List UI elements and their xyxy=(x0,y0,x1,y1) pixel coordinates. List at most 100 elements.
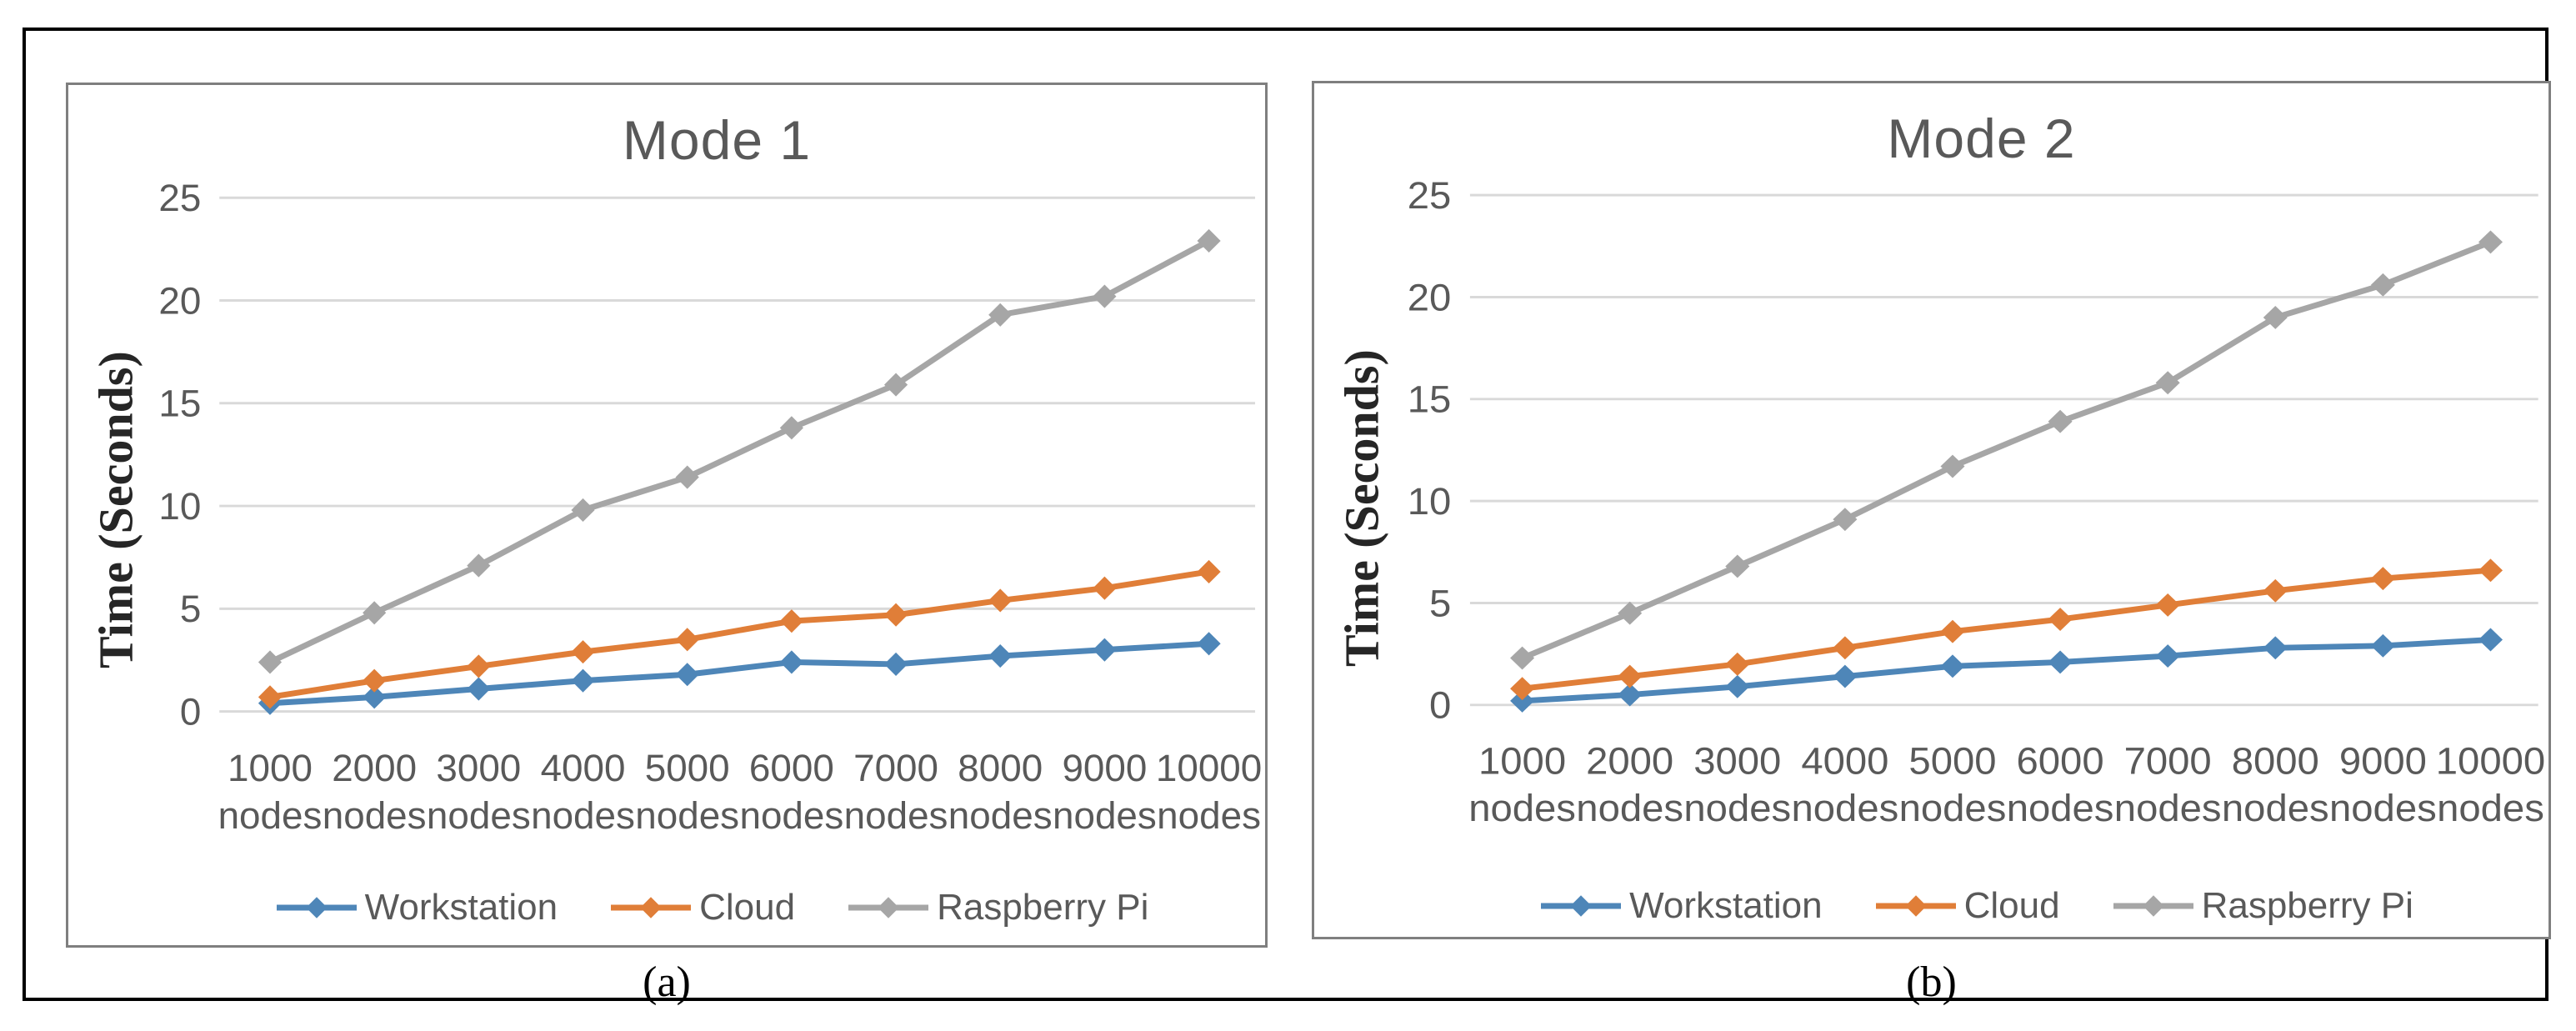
legend-item-cloud: Cloud xyxy=(1875,885,2060,927)
data-point-marker xyxy=(1833,508,1858,532)
data-point-marker xyxy=(2478,558,2503,583)
data-point-marker xyxy=(2370,567,2395,591)
data-point-marker xyxy=(1618,664,1643,688)
legend-item-cloud: Cloud xyxy=(611,887,795,928)
x-tick-label: 10000 xyxy=(1156,747,1262,789)
data-point-marker xyxy=(2048,409,2073,433)
series-line-workstation xyxy=(1522,637,2491,704)
chart-title: Mode 1 xyxy=(622,109,812,171)
data-point-marker xyxy=(2155,644,2180,668)
x-tick-label: nodes xyxy=(218,794,323,837)
x-tick-label: 8000 xyxy=(2232,740,2319,783)
x-tick-label: 3000 xyxy=(436,747,521,789)
legend-label: Raspberry Pi xyxy=(937,887,1149,928)
legend-item-workstation: Workstation xyxy=(1541,885,1823,927)
data-point-marker xyxy=(363,668,387,693)
x-tick-label: 4000 xyxy=(541,747,626,789)
data-point-marker xyxy=(2263,578,2288,603)
legend-marker-workstation-icon xyxy=(276,897,357,918)
legend-item-raspberry-pi: Raspberry Pi xyxy=(2113,885,2413,927)
legend-marker-raspberry-pi-icon xyxy=(848,897,929,918)
legend-label: Cloud xyxy=(699,887,796,928)
legend-marker-workstation-icon xyxy=(1541,895,1622,917)
data-point-marker xyxy=(1940,619,1965,643)
x-tick-label: nodes xyxy=(427,794,531,837)
data-point-marker xyxy=(1618,601,1643,625)
legend-marker-cloud-icon xyxy=(1875,895,1956,917)
legend: Workstation Cloud Raspberry Pi xyxy=(1406,885,2548,927)
plot-area-mode-1: 05101520251000nodes2000nodes3000nodes400… xyxy=(158,177,1262,837)
x-tick-label: nodes xyxy=(2114,787,2222,829)
data-point-marker xyxy=(1510,646,1535,670)
y-tick-label: 10 xyxy=(1408,480,1452,523)
data-point-marker xyxy=(467,677,491,701)
x-tick-label: nodes xyxy=(1053,794,1157,837)
x-tick-label: nodes xyxy=(323,794,427,837)
y-tick-label: 5 xyxy=(1429,582,1451,624)
data-point-marker xyxy=(2370,273,2395,297)
x-tick-label: 8000 xyxy=(958,747,1043,789)
x-tick-label: nodes xyxy=(1792,787,1899,829)
legend-label: Cloud xyxy=(1963,885,2060,926)
x-tick-label: 2000 xyxy=(1586,740,1673,783)
data-point-marker xyxy=(1093,284,1117,308)
y-tick-label: 20 xyxy=(158,279,201,322)
data-point-marker xyxy=(1725,652,1750,676)
data-point-marker xyxy=(988,303,1013,327)
data-point-marker xyxy=(571,668,595,693)
x-tick-label: 1000 xyxy=(228,747,313,789)
x-tick-label: 10000 xyxy=(2436,740,2545,783)
figure-outer-frame: 0 5 10 15 20 25 1000 nodes 2000 nodes 3000 nodes 400… xyxy=(23,28,2551,1006)
data-point-marker xyxy=(1197,632,1221,656)
data-point-marker xyxy=(883,373,908,397)
legend-item-raspberry-pi: Raspberry Pi xyxy=(848,887,1148,928)
legend-label: Workstation xyxy=(364,887,558,928)
legend-marker-cloud-icon xyxy=(611,897,692,918)
plot-area-mode-2: 05101520251000nodes2000nodes3000nodes400… xyxy=(1408,174,2545,829)
data-point-marker xyxy=(883,603,908,627)
data-point-marker xyxy=(779,416,803,440)
x-tick-label: nodes xyxy=(948,794,1053,837)
subfigure-caption-b: (b) xyxy=(1906,958,1957,1006)
data-point-marker xyxy=(1940,454,1965,478)
x-tick-label: 9000 xyxy=(1062,747,1147,789)
x-tick-label: 6000 xyxy=(749,747,834,789)
x-tick-label: 7000 xyxy=(853,747,938,789)
data-point-marker xyxy=(1725,674,1750,698)
series-line-workstation xyxy=(269,640,1209,707)
data-point-marker xyxy=(1940,654,1965,678)
y-tick-label: 20 xyxy=(1408,276,1452,318)
chart-panel-mode-2: 0 5 10 15 20 25 1000 nodes 2000 nodes 3000 nodes 400… xyxy=(1312,81,2551,939)
series-line-raspberry-pi xyxy=(1521,239,2492,661)
x-tick-label: 5000 xyxy=(1908,740,1996,783)
data-point-marker xyxy=(1833,636,1858,660)
data-point-marker xyxy=(2155,593,2180,617)
x-tick-label: 1000 xyxy=(1478,740,1566,783)
legend-label: Workstation xyxy=(1629,885,1823,926)
data-point-marker xyxy=(2263,636,2288,660)
data-point-marker xyxy=(883,652,908,676)
x-tick-label: nodes xyxy=(739,794,843,837)
y-tick-label: 10 xyxy=(158,485,201,528)
x-tick-label: nodes xyxy=(531,794,635,837)
x-tick-label: nodes xyxy=(1576,787,1683,829)
data-point-marker xyxy=(571,498,595,523)
data-point-marker xyxy=(467,553,491,578)
x-tick-label: nodes xyxy=(1899,787,2007,829)
data-point-marker xyxy=(363,601,387,625)
data-point-marker xyxy=(988,588,1013,613)
data-point-marker xyxy=(1510,677,1535,701)
data-point-marker xyxy=(2478,628,2503,652)
data-point-marker xyxy=(1833,664,1858,688)
data-point-marker xyxy=(1197,228,1221,253)
data-point-marker xyxy=(1725,554,1750,578)
x-tick-label: nodes xyxy=(635,794,739,837)
data-point-marker xyxy=(2370,633,2395,658)
y-axis-title: Time (Seconds) xyxy=(88,351,143,669)
data-point-marker xyxy=(1197,559,1221,584)
data-point-marker xyxy=(2048,608,2073,631)
chart-panel-mode-1: 0 5 10 15 20 25 1000 nodes 2000 nodes 3000 nodes 400… xyxy=(66,83,1268,948)
subfigure-caption-a: (a) xyxy=(643,958,691,1006)
data-point-marker xyxy=(675,663,699,687)
x-tick-label: 7000 xyxy=(2124,740,2212,783)
